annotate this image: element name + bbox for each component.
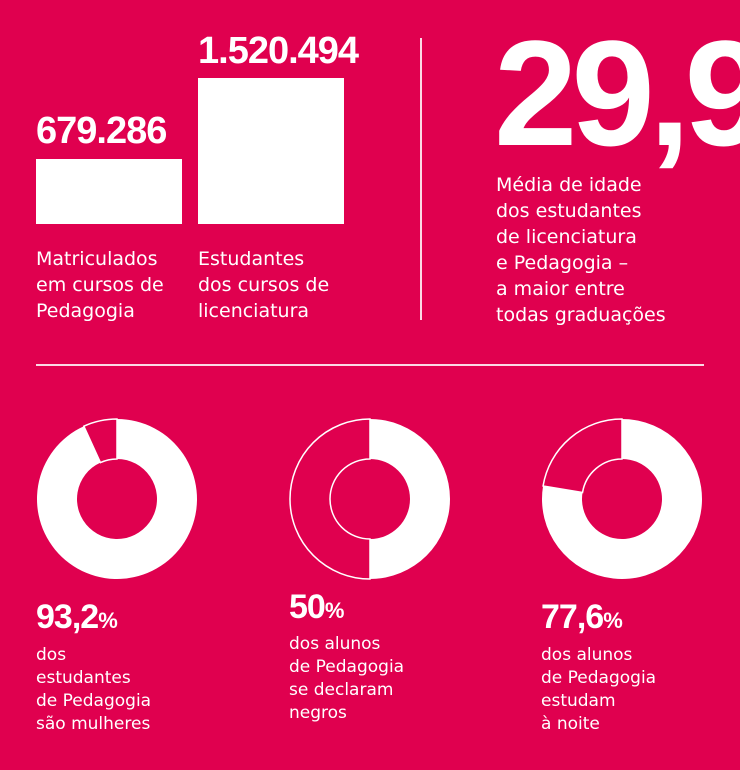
caption-line: dos estudantes [496, 200, 642, 222]
donut-caption-women: dos estudantes de Pedagogia são mulheres [36, 644, 151, 736]
caption-line: dos [36, 645, 67, 665]
caption-line: todas graduações [496, 304, 666, 326]
caption-line: negros [289, 703, 347, 723]
bar-value-label-licenciatura: 1.520.494 [198, 30, 359, 72]
value-number: 93,2 [36, 598, 99, 636]
donut-night-students [542, 418, 702, 579]
caption-line: a maior entre [496, 278, 625, 300]
donut-value-night-students: 77,6% [541, 598, 623, 637]
bar-licenciatura [198, 78, 344, 224]
caption-line: de Pedagogia [289, 657, 405, 677]
horizontal-divider [36, 364, 704, 366]
caption-line: de Pedagogia [541, 668, 657, 688]
caption-line: de Pedagogia [36, 691, 152, 711]
caption-line: Média de idade [496, 174, 642, 196]
caption-line: se declaram [289, 680, 394, 700]
donut-caption-night-students: dos alunos de Pedagogia estudam à noite [541, 644, 656, 736]
donut-women [37, 418, 198, 579]
caption-line: dos alunos [289, 634, 381, 654]
donut-segment-share [370, 419, 450, 579]
value-unit: % [98, 608, 118, 633]
average-age-value: 29,9 [494, 9, 740, 177]
donut-black-students [289, 418, 450, 580]
donut-segment-remainder [289, 418, 371, 580]
label-line: licenciatura [198, 300, 310, 322]
bar-pedagogia [36, 158, 182, 224]
donut-segment-remainder [542, 418, 623, 494]
average-age-caption: Média de idade dos estudantes de licenci… [496, 172, 666, 328]
caption-line: de licenciatura [496, 226, 637, 248]
donut-caption-black-students: dos alunos de Pedagogia se declaram negr… [289, 633, 404, 725]
vertical-divider [420, 38, 422, 320]
value-unit: % [603, 608, 623, 633]
caption-line: e Pedagogia – [496, 252, 629, 274]
caption-line: estudam [541, 691, 616, 711]
donut-value-women: 93,2% [36, 598, 118, 637]
donut-segment-remainder [82, 418, 118, 464]
value-unit: % [324, 598, 345, 623]
donut-segment-share [542, 419, 702, 579]
label-line: dos cursos de [198, 274, 330, 296]
bar-category-label-pedagogia: Matriculados em cursos de Pedagogia [36, 246, 164, 324]
caption-line: são mulheres [36, 714, 151, 734]
caption-line: à noite [541, 714, 600, 734]
bar-value-label-pedagogia: 679.286 [36, 110, 167, 152]
label-line: Estudantes [198, 248, 305, 270]
donut-value-black-students: 50% [289, 588, 345, 627]
value-number: 50 [289, 588, 326, 626]
label-line: Pedagogia [36, 300, 135, 322]
bar-category-label-licenciatura: Estudantes dos cursos de licenciatura [198, 246, 329, 324]
label-line: em cursos de [36, 274, 164, 296]
value-number: 77,6 [541, 598, 604, 636]
label-line: Matriculados [36, 248, 158, 270]
caption-line: dos alunos [541, 645, 633, 665]
donut-segment-share [37, 419, 198, 579]
caption-line: estudantes [36, 668, 131, 688]
